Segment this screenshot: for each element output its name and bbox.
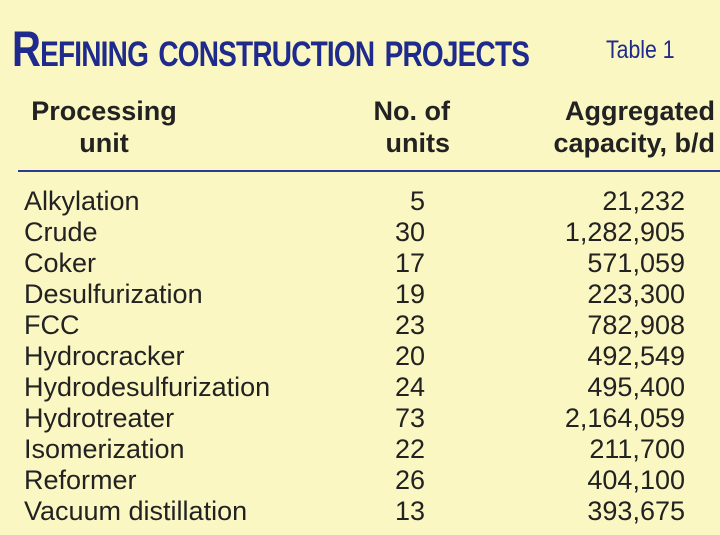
cell-num-units: 73 — [394, 403, 425, 433]
table-row: Coker 17 571,059 — [0, 248, 720, 279]
header-number-of-units-line2: units — [385, 128, 451, 158]
table-row: Isomerization 22 211,700 — [0, 434, 720, 465]
table-row: Vacuum distillation 13 393,675 — [0, 496, 720, 527]
table-number-label: Table 1 — [606, 36, 675, 64]
table-row: Hydrocracker 20 492,549 — [0, 341, 720, 372]
cell-num-units: 13 — [394, 496, 425, 526]
table-body: Alkylation 5 21,232 Crude 30 1,282,905 C… — [0, 186, 720, 527]
header-aggregated-capacity-line1: Aggregated — [564, 96, 715, 126]
cell-num-units: 30 — [394, 217, 425, 247]
cell-capacity: 21,232 — [602, 186, 685, 216]
cell-capacity: 782,908 — [587, 310, 685, 340]
cell-capacity: 571,059 — [587, 248, 685, 278]
cell-unit: Reformer — [24, 465, 137, 495]
cell-num-units: 22 — [394, 434, 425, 464]
header-aggregated-capacity: Aggregated capacity, b/d — [520, 95, 715, 159]
table-row: Hydrotreater 73 2,164,059 — [0, 403, 720, 434]
cell-num-units: 23 — [394, 310, 425, 340]
header-aggregated-capacity-line2: capacity, b/d — [553, 128, 715, 158]
table-row: Alkylation 5 21,232 — [0, 186, 720, 217]
header-divider — [18, 170, 720, 172]
cell-unit: FCC — [24, 310, 80, 340]
header-processing-unit-line2: unit — [79, 128, 129, 158]
cell-capacity: 1,282,905 — [564, 217, 685, 247]
cell-capacity: 492,549 — [587, 341, 685, 371]
cell-unit: Desulfurization — [24, 279, 203, 309]
cell-capacity: 223,300 — [587, 279, 685, 309]
cell-unit: Alkylation — [24, 186, 140, 216]
table-row: Desulfurization 19 223,300 — [0, 279, 720, 310]
cell-unit: Isomerization — [24, 434, 185, 464]
cell-num-units: 20 — [394, 341, 425, 371]
header-processing-unit-line1: Processing — [31, 96, 177, 126]
cell-unit: Hydrodesulfurization — [24, 372, 271, 402]
table-row: FCC 23 782,908 — [0, 310, 720, 341]
cell-capacity: 2,164,059 — [564, 403, 685, 433]
cell-num-units: 24 — [394, 372, 425, 402]
header-number-of-units: No. of units — [360, 95, 450, 159]
cell-capacity: 404,100 — [587, 465, 685, 495]
cell-num-units: 5 — [409, 186, 425, 216]
cell-capacity: 211,700 — [589, 434, 685, 464]
table-row: Reformer 26 404,100 — [0, 465, 720, 496]
table-title: Refining construction projects — [12, 21, 530, 77]
table-row: Crude 30 1,282,905 — [0, 217, 720, 248]
cell-unit: Vacuum distillation — [24, 496, 248, 526]
header-processing-unit: Processing unit — [24, 95, 184, 159]
cell-capacity: 393,675 — [587, 496, 685, 526]
cell-unit: Hydrocracker — [24, 341, 185, 371]
cell-num-units: 26 — [394, 465, 425, 495]
cell-unit: Hydrotreater — [24, 403, 175, 433]
cell-num-units: 17 — [394, 248, 425, 278]
header-number-of-units-line1: No. of — [373, 96, 450, 126]
cell-unit: Crude — [24, 217, 98, 247]
table-title-row: Refining construction projects — [12, 4, 658, 74]
table-row: Hydrodesulfurization 24 495,400 — [0, 372, 720, 403]
cell-capacity: 495,400 — [587, 372, 685, 402]
cell-num-units: 19 — [394, 279, 425, 309]
cell-unit: Coker — [24, 248, 97, 278]
